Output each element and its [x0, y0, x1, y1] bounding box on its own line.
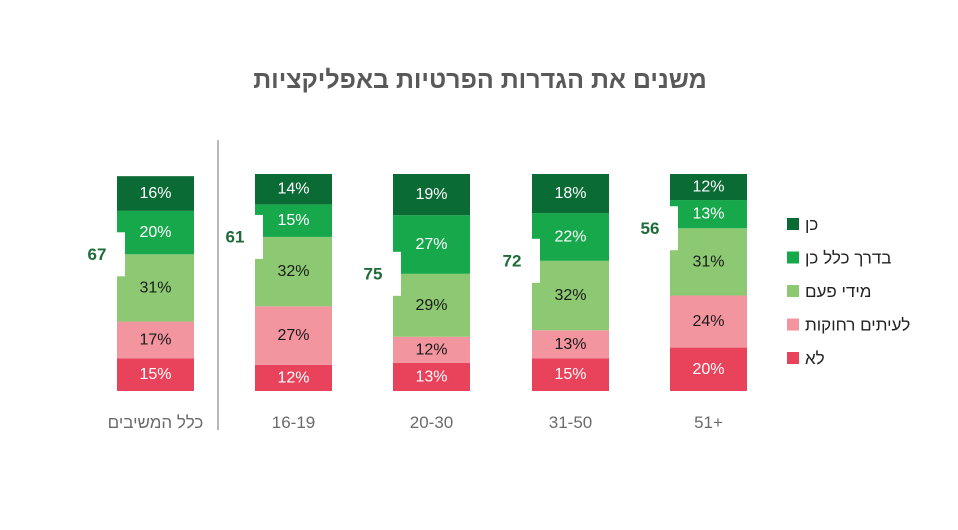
- legend-swatch: [787, 218, 799, 230]
- segment-value-label: 24%: [692, 313, 724, 330]
- segment-value-label: 27%: [415, 236, 447, 253]
- segment-value-label: 12%: [415, 341, 447, 358]
- segment-value-label: 20%: [139, 224, 171, 241]
- legend-item: לעיתים רחוקות: [787, 316, 910, 335]
- bar-segment: [117, 176, 194, 211]
- segment-value-label: 14%: [277, 181, 309, 198]
- legend-item: כן: [787, 215, 818, 234]
- category-label: 20-30: [410, 413, 453, 432]
- bar-segment: [670, 200, 747, 229]
- total-notch: [357, 251, 401, 296]
- bar-segment: [532, 330, 609, 359]
- segment-value-label: 15%: [139, 366, 171, 383]
- total-notch: [219, 214, 263, 259]
- segment-value-label: 22%: [554, 228, 586, 245]
- total-label: 67: [88, 245, 107, 264]
- bar-segment: [117, 254, 194, 322]
- segment-value-label: 32%: [554, 287, 586, 304]
- bar-segment: [532, 213, 609, 261]
- segment-value-label: 12%: [277, 369, 309, 386]
- chart-title: משנים את הגדרות הפרטיות באפליקציות: [253, 66, 707, 94]
- bar-segment: [393, 174, 470, 216]
- total-notch: [496, 238, 540, 283]
- bar-segment: [117, 358, 194, 391]
- legend-label: בדרך כלל כן: [805, 249, 891, 268]
- segment-value-label: 31%: [692, 253, 724, 270]
- bar-segment: [393, 362, 470, 391]
- bar-segment: [393, 215, 470, 274]
- bar-segment: [670, 295, 747, 348]
- segment-value-label: 31%: [139, 279, 171, 296]
- bar-segment: [255, 306, 332, 365]
- total-label: 61: [226, 227, 245, 246]
- bar-segment: [670, 347, 747, 391]
- total-label: 72: [503, 251, 522, 270]
- segment-value-label: 16%: [139, 185, 171, 202]
- segment-value-label: 12%: [692, 179, 724, 196]
- segment-value-label: 15%: [554, 366, 586, 383]
- segment-value-label: 13%: [692, 206, 724, 223]
- segment-value-label: 20%: [692, 361, 724, 378]
- bar-segment: [532, 174, 609, 214]
- bar-group: 13% 12% 29% 27% 19% 75 20-30: [357, 174, 470, 432]
- bar-segment: [255, 236, 332, 307]
- bar-segment: [670, 228, 747, 296]
- bar-segment: [255, 364, 332, 391]
- bar-group: 20% 24% 31% 13% 12% 56 +51: [634, 174, 747, 432]
- total-label: 56: [641, 219, 660, 238]
- legend-label: לעיתים רחוקות: [805, 316, 910, 335]
- bar-segment: [670, 174, 747, 201]
- legend-item: לא: [787, 349, 825, 368]
- bar-segment: [532, 260, 609, 331]
- segment-value-label: 32%: [277, 263, 309, 280]
- legend-swatch: [787, 285, 799, 297]
- segment-value-label: 18%: [554, 185, 586, 202]
- total-notch: [634, 206, 678, 251]
- segment-value-label: 13%: [554, 336, 586, 353]
- legend-swatch: [787, 251, 799, 264]
- legend-label: כן: [805, 215, 818, 234]
- bar-segment: [532, 358, 609, 391]
- legend-label: מידי פעם: [805, 282, 871, 301]
- bar-segment: [255, 204, 332, 237]
- bar-segment: [117, 210, 194, 255]
- category-label: כלל המשיבים: [108, 413, 204, 432]
- segment-value-label: 17%: [139, 332, 171, 349]
- category-label: 31-50: [549, 413, 592, 432]
- segment-value-label: 19%: [415, 186, 447, 203]
- bar-segment: [393, 273, 470, 337]
- legend-item: בדרך כלל כן: [787, 249, 891, 268]
- bar-segment: [255, 174, 332, 205]
- bar-group: 15% 13% 32% 22% 18% 72 31-50: [496, 174, 609, 432]
- legend-swatch: [787, 352, 799, 364]
- legend-label: לא: [805, 349, 825, 368]
- bar-group: 12% 27% 32% 15% 14% 61 16-19: [219, 174, 332, 432]
- legend-swatch: [787, 318, 799, 331]
- segment-value-label: 27%: [277, 327, 309, 344]
- total-notch: [81, 232, 125, 277]
- category-label: +51: [694, 413, 723, 432]
- bar-segment: [117, 321, 194, 359]
- total-label: 75: [364, 264, 383, 283]
- segment-value-label: 29%: [415, 297, 447, 314]
- segment-value-label: 13%: [415, 368, 447, 385]
- segment-value-label: 15%: [277, 212, 309, 229]
- category-label: 16-19: [272, 413, 315, 432]
- legend-item: מידי פעם: [787, 282, 871, 301]
- bar-group: 15% 17% 31% 20% 16% 67 כלל המשיבים: [81, 176, 203, 432]
- bar-segment: [393, 336, 470, 363]
